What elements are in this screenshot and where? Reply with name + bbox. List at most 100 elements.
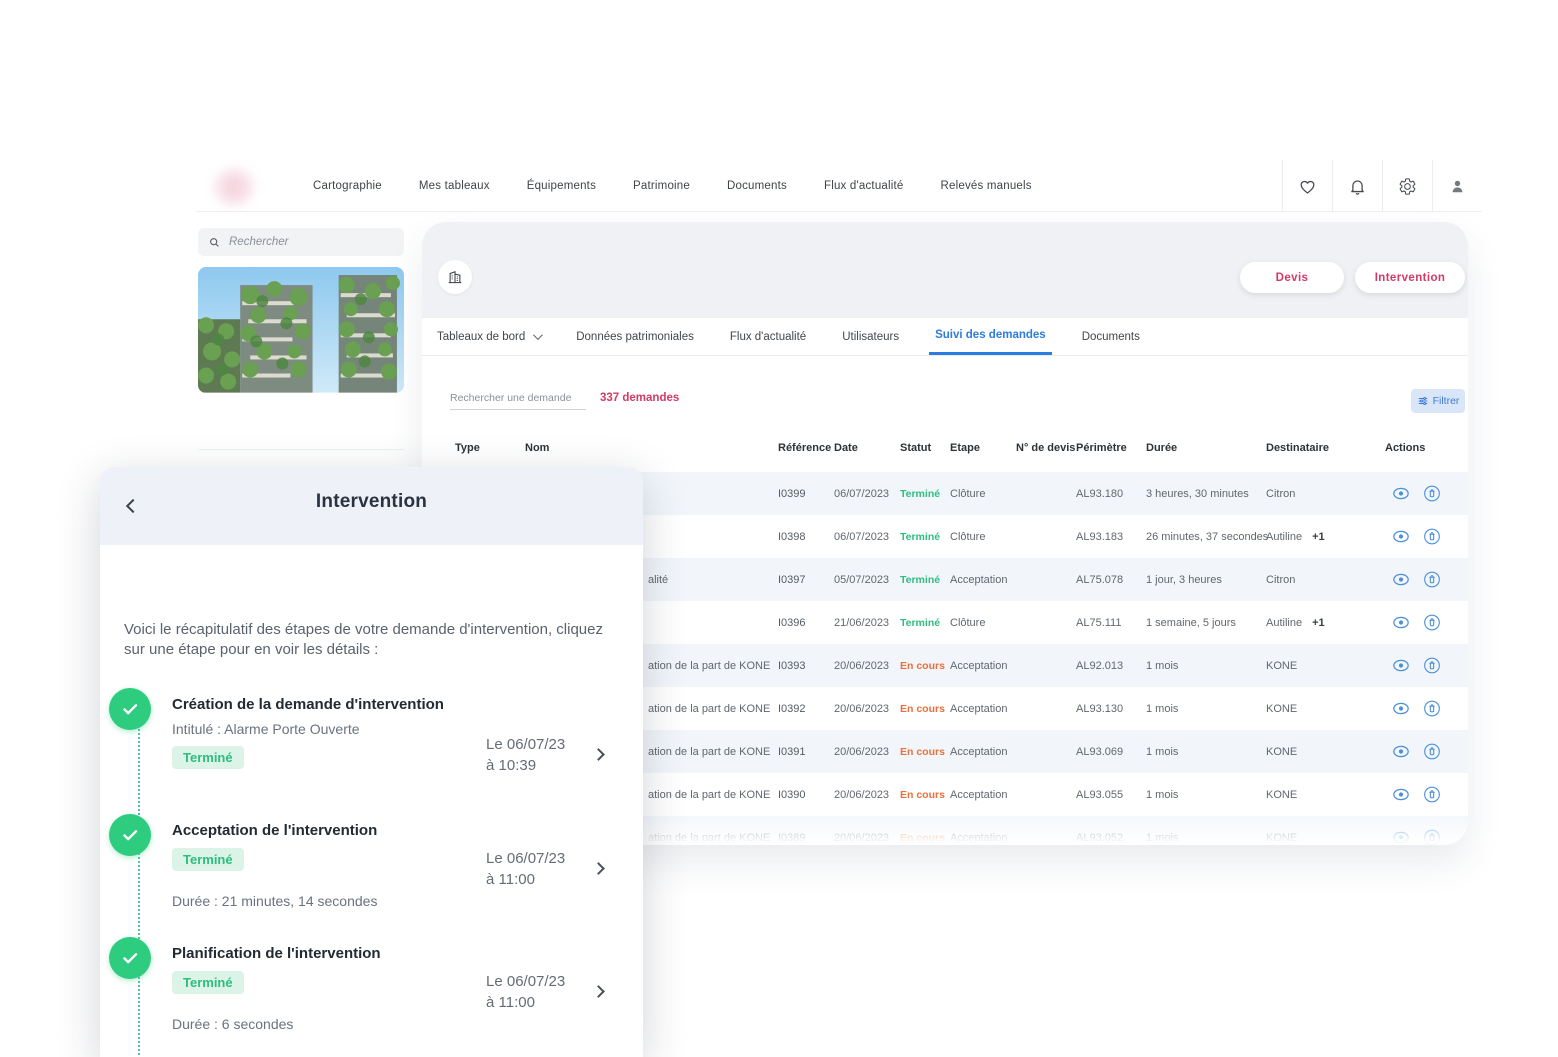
col-header-actions: Actions [1385,442,1426,454]
delete-icon[interactable] [1421,526,1442,547]
tab-utilisateurs[interactable]: Utilisateurs [836,318,905,355]
nav-icon-group [1282,160,1482,212]
vertical-garden-buildings-photo[interactable] [198,267,404,393]
app-logo[interactable] [211,168,257,206]
sidebar-search-placeholder: Rechercher [229,236,289,248]
chevron-right-icon[interactable] [592,748,605,761]
cell-nom: ation de la part de KONE [648,788,771,801]
cell-statut: Terminé [900,573,941,586]
tab-flux-actualite[interactable]: Flux d'actualité [724,318,812,355]
step-done-check-icon [109,687,151,730]
col-header-statut: Statut [900,442,932,454]
view-icon[interactable] [1390,698,1411,719]
col-header-date: Date [834,442,858,454]
nav-item-equipements[interactable]: Équipements [526,180,597,192]
cell-date: 21/06/2023 [834,616,890,629]
cell-perimetre: AL93.180 [1076,487,1124,500]
view-icon[interactable] [1390,655,1411,676]
filter-label: Filtrer [1432,395,1460,407]
col-header-type: Type [455,442,480,454]
cell-nom: ation de la part de KONE [648,702,771,715]
cell-date: 20/06/2023 [834,788,890,801]
step-done-check-icon [109,936,151,979]
notifications-icon[interactable] [1332,160,1382,212]
timeline-step-acceptation[interactable]: Acceptation de l'intervention Terminé Du… [109,813,619,937]
nav-item-cartographie[interactable]: Cartographie [313,180,382,192]
cell-destinataire: KONE [1266,659,1298,672]
tab-tableaux-de-bord[interactable]: Tableaux de bord [431,318,546,355]
favorite-icon[interactable] [1282,160,1332,212]
nav-item-flux-actualite[interactable]: Flux d'actualité [823,180,904,192]
step-title: Planification de l'intervention [172,944,381,962]
nav-item-documents[interactable]: Documents [727,180,787,192]
tab-label: Utilisateurs [842,330,900,343]
building-icon[interactable] [438,260,472,294]
delete-icon[interactable] [1421,612,1442,633]
delete-icon[interactable] [1421,698,1442,719]
cell-nom: ation de la part de KONE [648,831,771,844]
view-icon[interactable] [1390,827,1411,845]
chevron-right-icon[interactable] [592,862,605,875]
tab-suivi-des-demandes[interactable]: Suivi des demandes [929,318,1052,355]
view-icon[interactable] [1390,569,1411,590]
cell-destinataire: Autiline +1 [1266,616,1325,629]
cell-etape: Clôture [950,616,986,629]
delete-icon[interactable] [1421,741,1442,762]
cell-destinataire: KONE [1266,702,1298,715]
nav-item-mes-tableaux[interactable]: Mes tableaux [418,180,490,192]
intervention-button[interactable]: Intervention [1355,262,1465,293]
cell-perimetre: AL93.052 [1076,831,1124,844]
delete-icon[interactable] [1421,483,1442,504]
tab-bar: Tableaux de bord Données patrimoniales F… [422,318,1468,356]
timeline-step-planification[interactable]: Planification de l'intervention Terminé … [109,936,619,1032]
cell-actions [1390,655,1442,676]
cell-nom: ation de la part de KONE [648,745,771,758]
status-badge: Terminé [172,970,244,994]
delete-icon[interactable] [1421,569,1442,590]
filter-button[interactable]: Filtrer [1411,389,1465,413]
nav-items: Cartographie Mes tableaux Équipements Pa… [313,160,1032,212]
view-icon[interactable] [1390,612,1411,633]
sidebar-search-input[interactable]: Rechercher [198,228,404,256]
overlay-intro-text: Voici le récapitulatif des étapes de vot… [124,621,603,659]
delete-icon[interactable] [1421,655,1442,676]
step-date-line1: Le 06/07/23 [486,735,566,753]
cell-duree: 1 mois [1146,831,1179,844]
cell-duree: 1 mois [1146,659,1179,672]
col-header-n-devis: N° de devis [1016,442,1076,454]
cell-actions [1390,569,1442,590]
view-icon[interactable] [1390,526,1411,547]
cell-date: 20/06/2023 [834,831,890,844]
cell-statut: En cours [900,702,945,715]
cell-perimetre: AL92.013 [1076,659,1124,672]
cell-nom: ation de la part de KONE [648,659,771,672]
status-badge: Terminé [172,847,244,871]
settings-icon[interactable] [1382,160,1432,212]
cell-destinataire: Citron [1266,487,1296,500]
delete-icon[interactable] [1421,827,1442,845]
view-icon[interactable] [1390,483,1411,504]
cell-date: 20/06/2023 [834,659,890,672]
cell-reference: I0393 [778,659,806,672]
col-header-perimetre: Périmètre [1076,442,1127,454]
nav-item-patrimoine[interactable]: Patrimoine [633,180,690,192]
devis-button[interactable]: Devis [1240,262,1344,293]
cell-reference: I0391 [778,745,806,758]
view-icon[interactable] [1390,784,1411,805]
tab-donnees-patrimoniales[interactable]: Données patrimoniales [570,318,700,355]
timeline-step-creation[interactable]: Création de la demande d'intervention In… [109,687,619,814]
cell-statut: Terminé [900,487,941,500]
view-icon[interactable] [1390,741,1411,762]
col-header-reference: Référence [778,442,832,454]
chevron-right-icon[interactable] [592,985,605,998]
delete-icon[interactable] [1421,784,1442,805]
profile-icon[interactable] [1432,160,1482,212]
request-search-input[interactable]: Rechercher une demande [450,386,586,410]
cell-etape: Acceptation [950,573,1008,586]
nav-item-releves-manuels[interactable]: Relevés manuels [940,180,1032,192]
step-duration: Durée : 21 minutes, 14 secondes [172,892,378,909]
cell-statut: En cours [900,745,945,758]
step-date: Le 06/07/23 à 11:00 [486,971,578,1013]
tab-documents[interactable]: Documents [1076,318,1146,355]
cell-perimetre: AL93.130 [1076,702,1124,715]
